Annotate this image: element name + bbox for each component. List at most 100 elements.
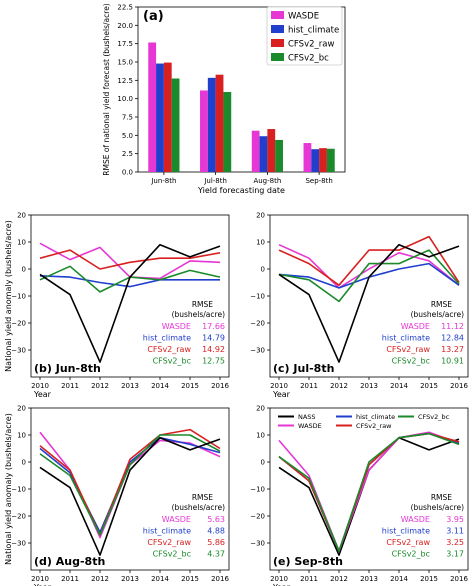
rmse-value: 3.11 xyxy=(446,527,464,536)
x-tick-label: 2011 xyxy=(61,575,79,583)
y-tick-label: 0.0 xyxy=(122,169,133,177)
rmse-name: CFSv2_raw xyxy=(386,345,430,354)
panel-e: −30 −20 −10 0 10 20 2010 2011 2012 2013 2014 2015 20… xyxy=(250,405,468,586)
rmse-name: CFSv2_raw xyxy=(147,345,191,354)
y-tick-label: 10 xyxy=(17,432,26,440)
y-tick-label: 0 xyxy=(22,459,26,467)
panel-d: −30 −20 −10 0 10 20 2010 2011 2012 2013 2014 2015 20… xyxy=(4,405,229,586)
bar xyxy=(259,136,268,172)
y-tick-label: 2.5 xyxy=(122,150,133,158)
rmse-value: 13.27 xyxy=(441,345,464,354)
rmse-name: WASDE xyxy=(401,322,430,331)
bar xyxy=(223,91,232,172)
bar xyxy=(171,78,180,172)
y-tick-label: −30 xyxy=(250,540,265,548)
series-line-WASDE xyxy=(278,431,460,552)
series-line-CFSv2_bc xyxy=(278,249,460,303)
y-tick-label: −10 xyxy=(11,486,26,494)
series-line-hist_climate xyxy=(39,436,221,534)
x-tick-label: Aug-8th xyxy=(253,177,281,185)
x-tick-label: 2016 xyxy=(211,575,229,583)
series-line-NASS xyxy=(39,243,221,363)
bar xyxy=(156,63,164,172)
rmse-name: WASDE xyxy=(162,322,191,331)
legend-label: CFSv2_raw xyxy=(288,40,334,50)
series-line-hist_climate xyxy=(278,262,460,289)
legend-swatch xyxy=(271,25,284,33)
rmse-name: hist_climate xyxy=(382,527,430,536)
plot-frame xyxy=(269,407,469,571)
rmse-name: CFSv2_bc xyxy=(392,550,430,559)
x-tick-label: 2012 xyxy=(330,382,348,390)
rmse-title: RMSE xyxy=(431,493,452,502)
x-tick-label: 2010 xyxy=(270,382,288,390)
panel-c: −30 −20 −10 0 10 20 2010 2011 2012 2013 2014 2015 20… xyxy=(250,212,468,400)
rmse-value: 4.88 xyxy=(207,527,225,536)
rmse-value: 3.25 xyxy=(446,538,464,547)
bar xyxy=(267,129,276,172)
x-tick-label: Jun-8th xyxy=(150,177,176,185)
legend-swatch xyxy=(271,39,284,47)
x-tick-label: 2015 xyxy=(420,382,438,390)
rmse-units: (bushels/acre) xyxy=(411,503,464,512)
y-axis-label: National yield anomaly (bushels/acre) xyxy=(4,413,13,565)
y-tick-label: −30 xyxy=(11,540,26,548)
x-tick-label: 2010 xyxy=(270,575,288,583)
x-tick-label: 2011 xyxy=(61,382,79,390)
series-line-CFSv2_raw xyxy=(39,428,221,536)
x-tick-label: 2015 xyxy=(420,575,438,583)
bar xyxy=(215,74,224,172)
x-tick-label: 2010 xyxy=(31,382,49,390)
x-axis-label: Year xyxy=(272,583,291,586)
x-tick-label: 2012 xyxy=(91,575,109,583)
series-line-CFSv2_bc xyxy=(39,434,221,536)
y-tick-label: 20.0 xyxy=(117,22,133,30)
plot-frame xyxy=(30,214,230,378)
rmse-value: 5.63 xyxy=(207,515,225,524)
rmse-value: 3.95 xyxy=(446,515,464,524)
x-tick-label: 2012 xyxy=(91,382,109,390)
x-tick-label: 2013 xyxy=(360,382,378,390)
rmse-name: CFSv2_raw xyxy=(386,538,430,547)
series-line-NASS xyxy=(278,243,460,363)
x-tick-label: 2014 xyxy=(390,575,408,583)
legend-label: hist_climate xyxy=(356,413,395,421)
x-tick-label: 2013 xyxy=(121,575,139,583)
panel-label: (b) Jun-8th xyxy=(34,362,101,375)
series-line-NASS xyxy=(39,436,221,556)
series-line-WASDE xyxy=(39,242,221,280)
rmse-value: 4.37 xyxy=(207,550,225,559)
legend-swatch xyxy=(271,53,284,61)
rmse-title: RMSE xyxy=(431,300,452,309)
y-tick-label: 20 xyxy=(17,405,26,413)
y-tick-label: 12.5 xyxy=(117,77,133,85)
x-tick-label: 2015 xyxy=(181,575,199,583)
y-tick-label: 0 xyxy=(22,266,26,274)
y-tick-label: 7.5 xyxy=(122,114,133,122)
x-tick-label: 2012 xyxy=(330,575,348,583)
y-tick-label: −10 xyxy=(250,293,265,301)
rmse-title: RMSE xyxy=(192,493,213,502)
series-line-CFSv2_bc xyxy=(278,432,460,552)
x-tick-label: 2014 xyxy=(151,382,169,390)
y-tick-label: −20 xyxy=(250,513,265,521)
legend-label: CFSv2_raw xyxy=(356,422,392,430)
x-axis-label: Year xyxy=(33,583,52,586)
y-tick-label: 10 xyxy=(256,432,265,440)
bar xyxy=(326,148,335,172)
legend-label: WASDE xyxy=(288,12,319,22)
panel-a: 0.0 2.5 5.0 7.5 10.0 12.5 15.0 17.5 20.0 22.5 Jun-… xyxy=(102,3,346,195)
y-tick-label: 15.0 xyxy=(117,59,133,67)
y-axis-label: RMSE of national yield forecast (bushels… xyxy=(102,3,111,176)
rmse-value: 14.92 xyxy=(202,345,225,354)
x-tick-label: 2016 xyxy=(450,382,468,390)
x-tick-label: 2011 xyxy=(300,382,318,390)
bar xyxy=(251,130,260,172)
y-tick-label: −30 xyxy=(11,347,26,355)
x-tick-label: 2014 xyxy=(390,382,408,390)
y-tick-label: 20 xyxy=(256,405,265,413)
legend-label: CFSv2_bc xyxy=(288,54,329,64)
rmse-units: (bushels/acre) xyxy=(172,503,225,512)
legend-label: NASS xyxy=(298,413,316,421)
rmse-name: hist_climate xyxy=(143,334,191,343)
